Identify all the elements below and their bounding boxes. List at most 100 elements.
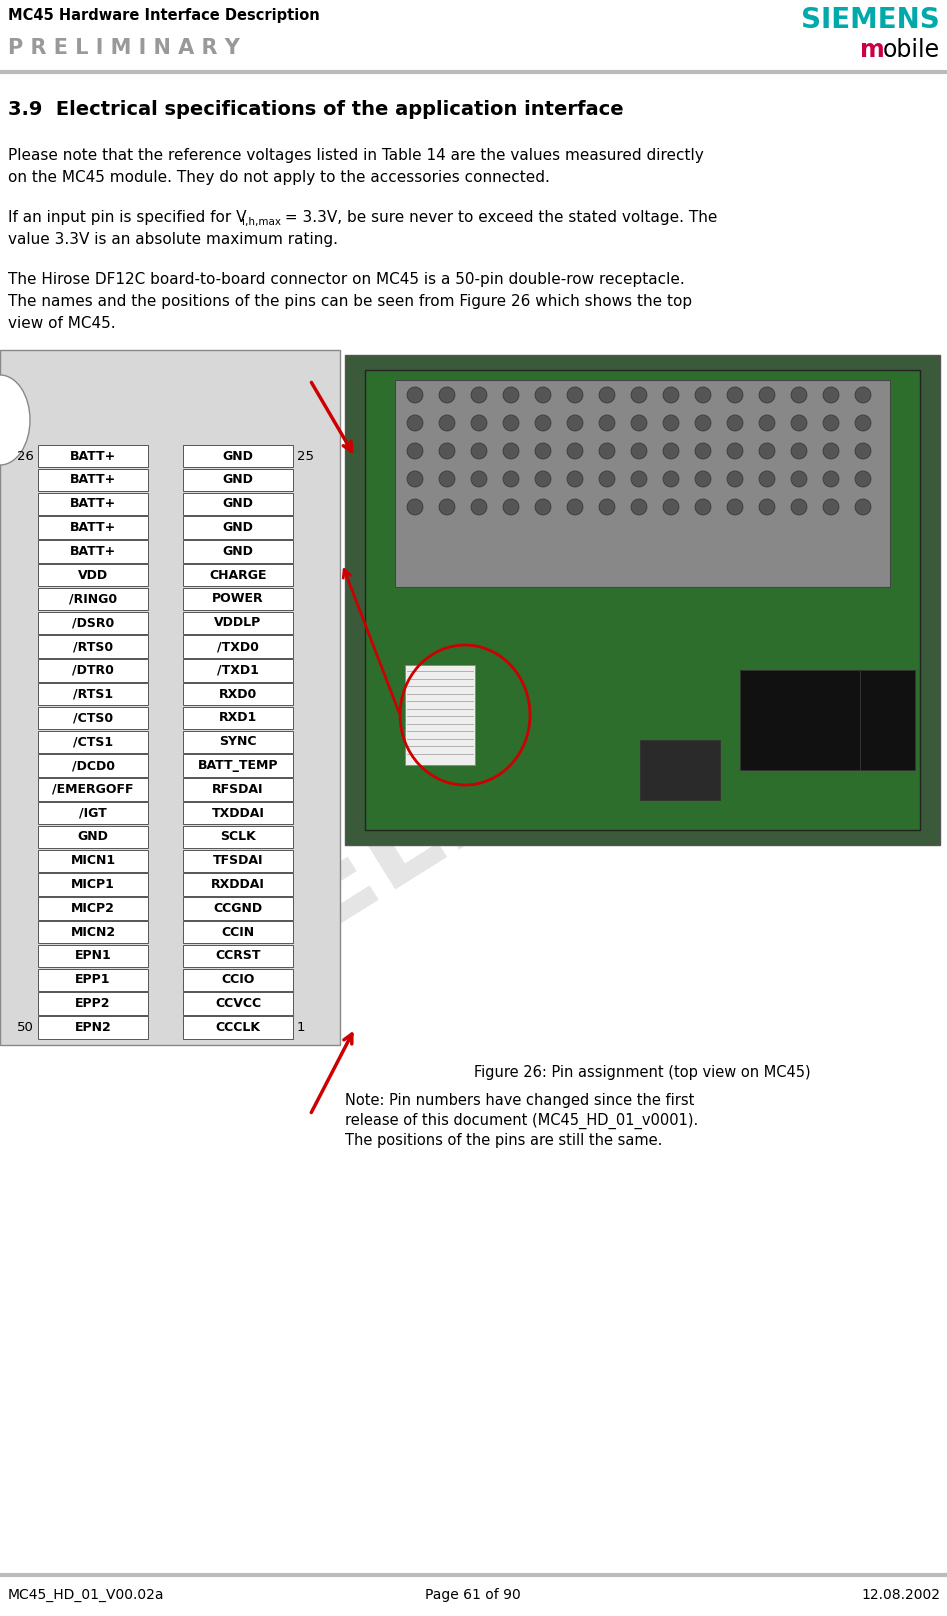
Bar xyxy=(365,370,920,831)
Bar xyxy=(38,1016,148,1039)
Text: EPN2: EPN2 xyxy=(75,1021,112,1034)
Bar xyxy=(38,659,148,682)
Bar xyxy=(38,897,148,920)
Bar xyxy=(38,850,148,873)
Circle shape xyxy=(631,499,647,516)
Text: release of this document (MC45_HD_01_v0001).: release of this document (MC45_HD_01_v00… xyxy=(345,1113,698,1130)
Text: P R E L I M I N A R Y: P R E L I M I N A R Y xyxy=(8,39,240,58)
Bar xyxy=(38,635,148,658)
Circle shape xyxy=(791,499,807,516)
Text: SCLK: SCLK xyxy=(220,831,256,844)
Ellipse shape xyxy=(0,375,30,465)
Text: i,h,max: i,h,max xyxy=(242,217,281,226)
Bar xyxy=(183,897,293,920)
Bar xyxy=(183,850,293,873)
Bar xyxy=(38,802,148,824)
Circle shape xyxy=(727,470,743,486)
Text: RXDDAI: RXDDAI xyxy=(211,877,265,890)
Circle shape xyxy=(823,386,839,402)
Text: /DSR0: /DSR0 xyxy=(72,616,115,629)
Circle shape xyxy=(439,386,455,402)
Text: CCRST: CCRST xyxy=(215,950,260,963)
Text: Note: Pin numbers have changed since the first: Note: Pin numbers have changed since the… xyxy=(345,1092,694,1109)
Circle shape xyxy=(791,470,807,486)
Text: 50: 50 xyxy=(17,1021,34,1034)
Text: SIEMENS: SIEMENS xyxy=(801,6,940,34)
Text: value 3.3V is an absolute maximum rating.: value 3.3V is an absolute maximum rating… xyxy=(8,233,338,247)
Circle shape xyxy=(855,415,871,431)
Circle shape xyxy=(471,415,487,431)
Text: GND: GND xyxy=(223,498,254,511)
Text: 26: 26 xyxy=(17,449,34,462)
Circle shape xyxy=(695,386,711,402)
Text: /DCD0: /DCD0 xyxy=(72,760,115,772)
Bar xyxy=(183,779,293,800)
Bar xyxy=(38,564,148,587)
Bar xyxy=(38,444,148,467)
Text: EPN1: EPN1 xyxy=(75,950,112,963)
Text: BATT+: BATT+ xyxy=(70,520,116,533)
Bar xyxy=(38,755,148,777)
Text: VDDLP: VDDLP xyxy=(214,616,261,629)
Text: MC45 Hardware Interface Description: MC45 Hardware Interface Description xyxy=(8,8,320,23)
Text: m: m xyxy=(860,39,885,61)
Circle shape xyxy=(759,443,775,459)
Circle shape xyxy=(567,499,583,516)
Circle shape xyxy=(759,415,775,431)
Circle shape xyxy=(439,499,455,516)
Text: CCVCC: CCVCC xyxy=(215,997,261,1010)
Circle shape xyxy=(727,499,743,516)
Circle shape xyxy=(791,415,807,431)
Bar xyxy=(38,730,148,753)
Text: = 3.3V, be sure never to exceed the stated voltage. The: = 3.3V, be sure never to exceed the stat… xyxy=(280,210,718,225)
Circle shape xyxy=(407,470,423,486)
Bar xyxy=(183,684,293,705)
Circle shape xyxy=(823,470,839,486)
Text: RFSDAI: RFSDAI xyxy=(212,782,264,795)
Bar xyxy=(183,493,293,516)
Text: Page 61 of 90: Page 61 of 90 xyxy=(425,1589,521,1601)
Circle shape xyxy=(855,443,871,459)
Bar xyxy=(345,356,940,845)
Text: GND: GND xyxy=(78,831,109,844)
Circle shape xyxy=(599,470,615,486)
Text: GND: GND xyxy=(223,473,254,486)
Text: BATT+: BATT+ xyxy=(70,449,116,462)
Circle shape xyxy=(471,443,487,459)
Text: 1: 1 xyxy=(297,1021,306,1034)
Text: MC45_HD_01_V00.02a: MC45_HD_01_V00.02a xyxy=(8,1589,165,1601)
Circle shape xyxy=(503,415,519,431)
Text: GND: GND xyxy=(223,520,254,533)
Text: /RTS1: /RTS1 xyxy=(73,688,113,701)
Bar xyxy=(183,564,293,587)
Text: on the MC45 module. They do not apply to the accessories connected.: on the MC45 module. They do not apply to… xyxy=(8,170,550,184)
Circle shape xyxy=(791,443,807,459)
Circle shape xyxy=(567,470,583,486)
Circle shape xyxy=(535,386,551,402)
Circle shape xyxy=(791,386,807,402)
Bar xyxy=(183,611,293,633)
Bar xyxy=(183,826,293,848)
Circle shape xyxy=(855,470,871,486)
Bar xyxy=(38,945,148,966)
Text: MICN1: MICN1 xyxy=(70,855,116,868)
Text: PRELIMINARY: PRELIMINARY xyxy=(118,473,941,1047)
Circle shape xyxy=(503,443,519,459)
Circle shape xyxy=(567,386,583,402)
Circle shape xyxy=(823,499,839,516)
Text: CCIN: CCIN xyxy=(222,926,255,939)
Text: BATT+: BATT+ xyxy=(70,545,116,558)
Bar xyxy=(38,706,148,729)
Text: BATT+: BATT+ xyxy=(70,498,116,511)
Bar xyxy=(183,730,293,753)
Text: CCCLK: CCCLK xyxy=(216,1021,260,1034)
Text: Figure 26: Pin assignment (top view on MC45): Figure 26: Pin assignment (top view on M… xyxy=(474,1065,811,1079)
Text: 25: 25 xyxy=(297,449,314,462)
Circle shape xyxy=(727,415,743,431)
Circle shape xyxy=(695,499,711,516)
Text: Please note that the reference voltages listed in Table 14 are the values measur: Please note that the reference voltages … xyxy=(8,149,704,163)
Text: MICN2: MICN2 xyxy=(70,926,116,939)
Bar xyxy=(183,802,293,824)
Text: BATT+: BATT+ xyxy=(70,473,116,486)
Circle shape xyxy=(823,415,839,431)
